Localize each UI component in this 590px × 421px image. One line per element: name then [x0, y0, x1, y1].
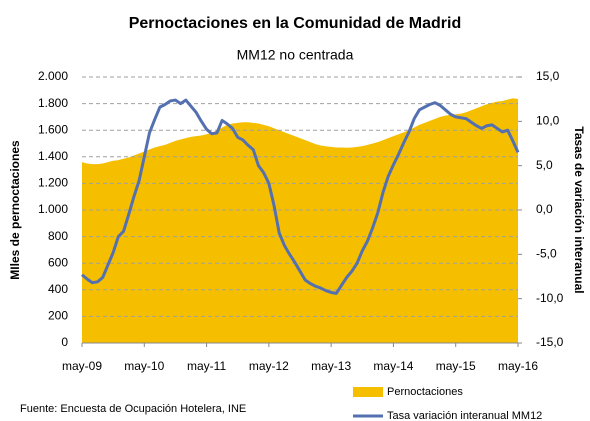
y2-tick-label: 10,0 — [536, 114, 560, 128]
y2-tick-label: 5,0 — [536, 158, 553, 172]
x-tick-label: may-16 — [498, 359, 538, 373]
source-note: Fuente: Encuesta de Ocupación Hotelera, … — [20, 403, 246, 415]
x-tick-label: may-15 — [436, 359, 476, 373]
x-tick-label: may-12 — [249, 359, 289, 373]
y2-tick-label: -15,0 — [536, 335, 564, 349]
y-tick-label: 1.600 — [38, 122, 68, 136]
y2-axis-title: Tasas de variación interanual — [572, 126, 586, 293]
y2-tick-label: 0,0 — [536, 202, 553, 216]
y-tick-label: 1.200 — [38, 176, 68, 190]
y2-tick-label: -10,0 — [536, 291, 564, 305]
y-tick-label: 2.000 — [38, 69, 68, 83]
x-tick-label: may-14 — [373, 359, 413, 373]
y2-tick-label: -5,0 — [536, 247, 557, 261]
y-tick-label: 600 — [48, 255, 68, 269]
chart-subtitle: MM12 no centrada — [237, 47, 354, 63]
area — [82, 98, 518, 343]
x-tick-label: may-13 — [311, 359, 351, 373]
y-tick-label: 400 — [48, 282, 68, 296]
x-tick-label: may-11 — [187, 359, 226, 373]
chart-title: Pernoctaciones en la Comunidad de Madrid — [129, 15, 462, 32]
legend-label: Pernoctaciones — [387, 386, 463, 398]
line — [81, 98, 520, 295]
x-tick-label: may-10 — [124, 359, 164, 373]
y-tick-label: 1.400 — [38, 149, 68, 163]
y-tick-label: 1.000 — [38, 202, 68, 216]
y-tick-label: 1.800 — [38, 96, 68, 110]
legend-swatch — [353, 387, 383, 397]
legend-label: Tasa variación interanual MM12 — [387, 410, 542, 421]
y-tick-label: 0 — [61, 335, 68, 349]
y-tick-label: 800 — [48, 229, 68, 243]
x-tick-label: may-09 — [62, 359, 102, 373]
y-tick-label: 200 — [48, 309, 68, 323]
y-axis-title: MIles de pernoctaciones — [8, 140, 22, 280]
y2-tick-label: 15,0 — [536, 69, 560, 83]
